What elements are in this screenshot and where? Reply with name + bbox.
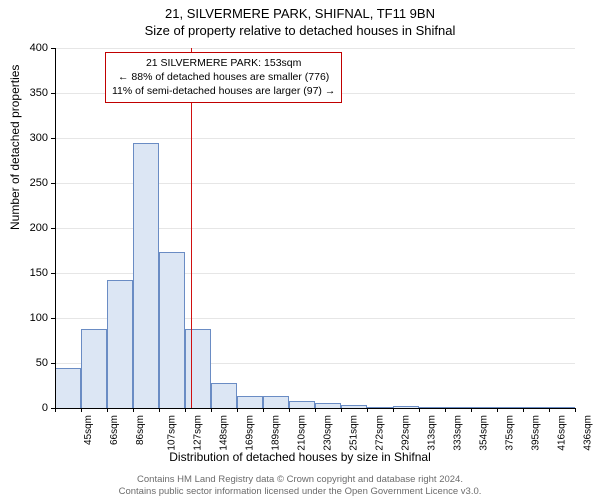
callout-line3: 11% of semi-detached houses are larger (… (112, 84, 335, 98)
xtick-label: 313sqm (427, 415, 438, 451)
xtick-label: 436sqm (583, 415, 594, 451)
xtick-label: 66sqm (109, 415, 120, 445)
xtick-label: 395sqm (531, 415, 542, 451)
xtick-label: 189sqm (271, 415, 282, 451)
reference-callout: 21 SILVERMERE PARK: 153sqm ← 88% of deta… (105, 52, 342, 103)
xtick-label: 169sqm (245, 415, 256, 451)
chart-container: 21, SILVERMERE PARK, SHIFNAL, TF11 9BN S… (0, 0, 600, 500)
xtick-label: 107sqm (167, 415, 178, 451)
xtick-label: 210sqm (297, 415, 308, 451)
histogram-bar (237, 396, 263, 408)
xtick-label: 333sqm (453, 415, 464, 451)
xtick-label: 272sqm (375, 415, 386, 451)
histogram-bar (211, 383, 237, 408)
ytick-label: 0 (0, 402, 48, 414)
xtick-label: 230sqm (323, 415, 334, 451)
xtick-label: 354sqm (479, 415, 490, 451)
histogram-bar (133, 143, 159, 409)
xtick-label: 375sqm (505, 415, 516, 451)
callout-line1: 21 SILVERMERE PARK: 153sqm (112, 56, 335, 70)
histogram-bar (55, 368, 81, 408)
ytick-label: 300 (0, 132, 48, 144)
callout-line2: ← 88% of detached houses are smaller (77… (112, 70, 335, 84)
histogram-bar (263, 396, 289, 408)
xtick-label: 45sqm (83, 415, 94, 445)
xtick-label: 127sqm (193, 415, 204, 451)
histogram-bar (159, 252, 185, 408)
footer-attribution: Contains HM Land Registry data © Crown c… (0, 474, 600, 498)
histogram-bar (289, 401, 315, 408)
gridline (55, 48, 575, 49)
gridline (55, 138, 575, 139)
plot-area: 45sqm66sqm86sqm107sqm127sqm148sqm169sqm1… (55, 48, 575, 408)
ytick-label: 100 (0, 312, 48, 324)
xtick-label: 416sqm (557, 415, 568, 451)
footer-line1: Contains HM Land Registry data © Crown c… (0, 474, 600, 486)
page-title: 21, SILVERMERE PARK, SHIFNAL, TF11 9BN (0, 0, 600, 21)
x-axis-line (55, 408, 575, 409)
xtick-label: 86sqm (135, 415, 146, 445)
y-axis-line (55, 48, 56, 408)
histogram-bar (185, 329, 211, 408)
page-subtitle: Size of property relative to detached ho… (0, 21, 600, 38)
xtick-mark (575, 408, 576, 412)
xtick-label: 148sqm (219, 415, 230, 451)
ytick-label: 150 (0, 267, 48, 279)
ytick-label: 250 (0, 177, 48, 189)
ytick-label: 350 (0, 87, 48, 99)
ytick-label: 400 (0, 42, 48, 54)
xtick-label: 251sqm (349, 415, 360, 451)
ytick-label: 200 (0, 222, 48, 234)
footer-line2: Contains public sector information licen… (0, 486, 600, 498)
histogram-bar (81, 329, 107, 408)
x-axis-label: Distribution of detached houses by size … (0, 450, 600, 464)
histogram-bar (107, 280, 133, 408)
ytick-label: 50 (0, 357, 48, 369)
xtick-label: 292sqm (401, 415, 412, 451)
